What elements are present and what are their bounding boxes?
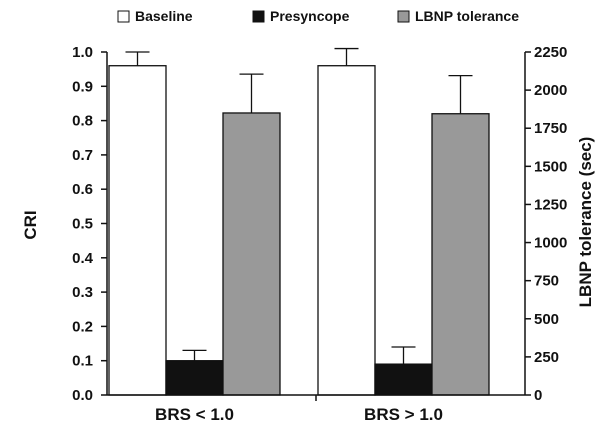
y-tick-label-right: 1000 [534,235,567,252]
x-tick-label: BRS < 1.0 [155,405,234,424]
y-tick-label-right: 500 [534,311,559,328]
y-tick-label-right: 1250 [534,196,567,213]
bar-presyncope [374,363,433,396]
bar-baseline [317,65,376,396]
y-tick-label-right: 750 [534,273,559,290]
y-tick-label-right: 250 [534,349,559,366]
bars-group [108,47,490,396]
y-tick-label-right: 2250 [534,44,567,61]
axes-group: 0.0 0.1 0.2 0.3 0.4 0.5 0.6 0.7 0.8 0.9 1.0 0 250 500… [72,44,567,424]
y-tick-label-left: 0.8 [72,113,93,130]
legend-label-baseline: Baseline [135,8,193,24]
bar-baseline [108,65,167,396]
y-tick-label-right: 1500 [534,158,567,175]
legend-label-presyncope: Presyncope [270,8,350,24]
y-tick-label-left: 0.4 [72,250,94,267]
y-tick-label-left: 0.5 [72,216,93,233]
legend: Baseline Presyncope LBNP tolerance [117,8,519,24]
y-tick-label-left: 1.0 [72,44,93,61]
y-tick-label-left: 0.1 [72,353,93,370]
bar-lbnp-tolerance [222,112,281,396]
y-tick-label-left: 0.2 [72,318,93,335]
x-tick-label: BRS > 1.0 [364,405,443,424]
y-axis-label-right: LBNP tolerance (sec) [576,137,595,308]
legend-swatch-presyncope [252,10,265,23]
legend-swatch-baseline [117,10,130,23]
y-tick-label-left: 0.3 [72,284,93,301]
y-tick-label-left: 0.9 [72,78,93,95]
y-axis-label-left: CRI [21,210,40,239]
legend-label-lbnp-tolerance: LBNP tolerance [415,8,519,24]
bar-presyncope [165,360,224,396]
bar-lbnp-tolerance [431,113,490,396]
y-tick-label-right: 1750 [534,120,567,137]
legend-swatch-lbnp-tolerance [397,10,410,23]
y-tick-label-right: 0 [534,387,542,404]
y-tick-label-left: 0.6 [72,181,93,198]
y-tick-label-left: 0.7 [72,147,93,164]
y-tick-label-left: 0.0 [72,387,93,404]
y-tick-label-right: 2000 [534,82,567,99]
